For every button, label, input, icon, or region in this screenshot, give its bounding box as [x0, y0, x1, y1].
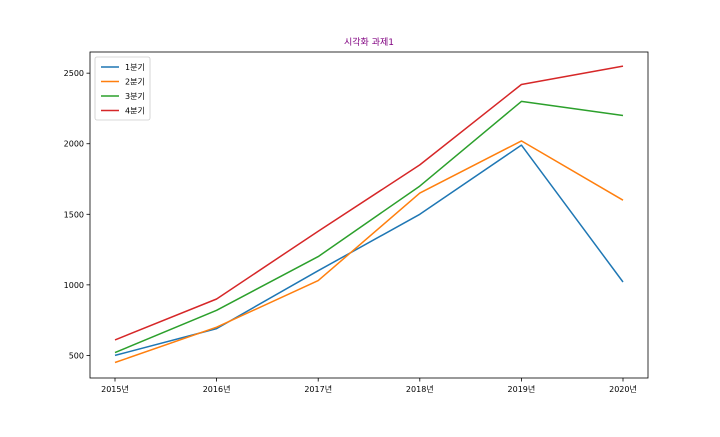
y-tick-label: 2000: [64, 140, 84, 149]
chart-title: 시각화 과제1: [344, 36, 394, 48]
legend-label: 3분기: [125, 92, 145, 101]
x-tick-label: 2019년: [508, 384, 536, 394]
y-tick-label: 2500: [64, 69, 84, 78]
legend-box: [94, 56, 151, 121]
x-tick-label: 2018년: [406, 384, 434, 394]
x-tick-label: 2015년: [101, 384, 129, 394]
x-tick-label: 2016년: [203, 384, 231, 394]
legend-label: 4분기: [125, 107, 145, 116]
x-tick-label: 2020년: [609, 384, 637, 394]
y-tick-label: 500: [69, 351, 84, 360]
legend-label: 1분기: [125, 63, 145, 72]
series-line: [114, 65, 624, 341]
legend: 1분기 2분기 3분기 4분기: [94, 56, 151, 121]
y-tick-label: 1500: [64, 210, 84, 219]
x-tick-label: 2017년: [304, 384, 332, 394]
series-line: [114, 100, 624, 354]
y-tick-label: 1000: [64, 281, 84, 290]
series-line: [114, 144, 624, 357]
series-line: [114, 140, 624, 364]
series-layer: [114, 65, 624, 364]
axes: 500 1000 1500 2000 2500 2015년 2016년 2017년 2018년 2…: [64, 51, 649, 394]
legend-label: 2분기: [125, 78, 145, 87]
plot-frame: [89, 51, 649, 379]
